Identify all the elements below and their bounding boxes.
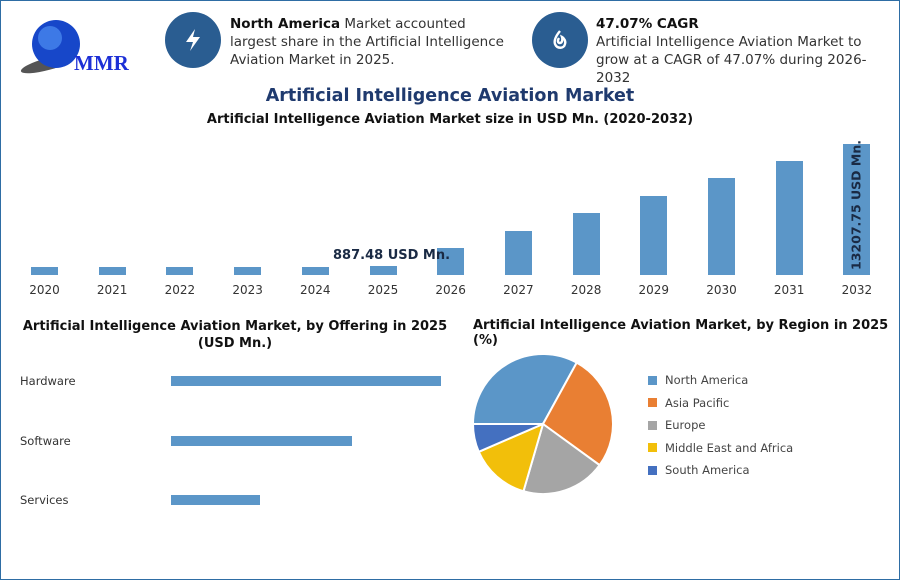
bar-2020 bbox=[31, 267, 58, 275]
legend-label: North America bbox=[665, 373, 749, 387]
bar-2026 bbox=[437, 248, 465, 275]
region-pie-chart bbox=[471, 353, 614, 495]
bar-2030 bbox=[708, 177, 735, 275]
x-tick-2025: 2025 bbox=[367, 283, 399, 297]
bar-2024 bbox=[301, 267, 329, 275]
offering-chart-title: Artificial Intelligence Aviation Market,… bbox=[22, 319, 448, 351]
flame-drop-icon bbox=[532, 12, 588, 68]
legend-swatch bbox=[648, 375, 657, 385]
offering-label-software: Software bbox=[20, 433, 71, 448]
x-tick-2031: 2031 bbox=[773, 283, 805, 297]
bar-2029 bbox=[640, 196, 668, 275]
offering-bar-software bbox=[171, 435, 352, 446]
legend-label: Asia Pacific bbox=[665, 395, 730, 410]
bar-chart-subtitle: Artificial Intelligence Aviation Market … bbox=[206, 112, 694, 127]
x-tick-2032: 2032 bbox=[841, 283, 873, 297]
bar-2032 bbox=[843, 144, 871, 275]
bar-2025 bbox=[369, 266, 397, 275]
legend-item-asia-pacific: Asia Pacific bbox=[648, 396, 729, 410]
bar-2031 bbox=[775, 161, 803, 275]
offering-label-hardware: Hardware bbox=[20, 374, 76, 388]
legend-label: Middle East and Africa bbox=[665, 440, 794, 455]
legend-swatch bbox=[648, 420, 657, 430]
lightning-icon bbox=[165, 12, 221, 68]
data-label-2025: 887.48 USD Mn. bbox=[333, 248, 451, 263]
bar-2022 bbox=[166, 267, 194, 275]
pie-slice-south-america bbox=[471, 423, 544, 454]
x-tick-2023: 2023 bbox=[232, 283, 263, 297]
x-tick-2028: 2028 bbox=[570, 283, 602, 297]
bar-2021 bbox=[98, 267, 126, 275]
legend-label: Europe bbox=[665, 418, 706, 432]
bar-2027 bbox=[504, 230, 532, 275]
legend-item-north-america: North America bbox=[648, 373, 748, 387]
legend-item-south-america: South America bbox=[648, 463, 750, 477]
highlight-north-america: North America Market accounted largest s… bbox=[230, 16, 504, 68]
offering-label-services: Services bbox=[20, 493, 69, 507]
x-tick-2024: 2024 bbox=[300, 283, 331, 297]
data-label-2032: 13207.75 USD Mn. bbox=[848, 140, 864, 270]
offering-bar-services bbox=[171, 495, 261, 505]
x-tick-2029: 2029 bbox=[638, 283, 670, 297]
bar-2028 bbox=[572, 213, 600, 275]
x-tick-2020: 2020 bbox=[29, 283, 60, 297]
legend-item-europe: Europe bbox=[648, 418, 705, 432]
highlight-cagr: 47.07% CAGR Artificial Intelligence Aviat… bbox=[596, 16, 867, 86]
legend-swatch bbox=[648, 398, 657, 407]
legend-swatch bbox=[648, 443, 657, 452]
mmr-logo: MMR bbox=[18, 14, 138, 79]
pie-slice-middle-east-and-africa bbox=[477, 422, 545, 493]
page-title: Artificial Intelligence Aviation Market bbox=[265, 86, 635, 106]
x-tick-2021: 2021 bbox=[96, 283, 128, 297]
offering-bar-hardware bbox=[171, 376, 441, 386]
region-chart-title: Artificial Intelligence Aviation Market,… bbox=[473, 318, 889, 348]
svg-text:MMR: MMR bbox=[74, 51, 130, 75]
legend-label: South America bbox=[665, 463, 750, 477]
x-tick-2026: 2026 bbox=[435, 283, 466, 297]
pie-slice-north-america bbox=[471, 353, 579, 425]
pie-slice-asia-pacific bbox=[541, 361, 614, 467]
pie-slice-europe bbox=[522, 422, 602, 495]
x-tick-2030: 2030 bbox=[706, 283, 737, 297]
x-tick-2027: 2027 bbox=[503, 283, 534, 297]
legend-swatch bbox=[648, 465, 657, 475]
legend-item-middle-east-and-africa: Middle East and Africa bbox=[648, 441, 793, 455]
bar-2023 bbox=[234, 267, 262, 275]
x-tick-2022: 2022 bbox=[164, 283, 196, 297]
